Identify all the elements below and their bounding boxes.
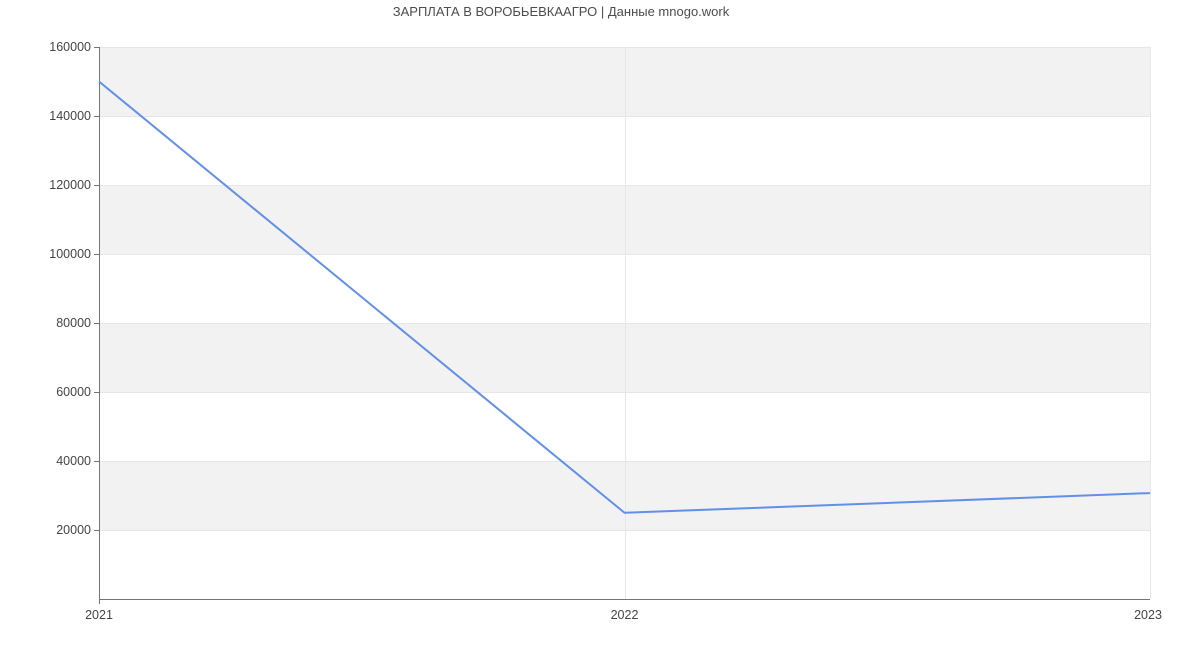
y-axis-label: 100000 xyxy=(49,247,91,261)
y-axis-label: 80000 xyxy=(56,316,91,330)
y-axis-label: 20000 xyxy=(56,523,91,537)
plot-band xyxy=(99,185,1150,254)
y-axis-label: 140000 xyxy=(49,109,91,123)
y-axis-label: 60000 xyxy=(56,385,91,399)
x-axis-label: 2023 xyxy=(1134,608,1162,622)
x-axis-label: 2021 xyxy=(85,608,113,622)
plot-band xyxy=(99,323,1150,392)
x-axis-label: 2022 xyxy=(611,608,639,622)
plot-band xyxy=(99,47,1150,116)
chart-title: ЗАРПЛАТА В ВОРОБЬЕВКААГРО | Данные mnogo… xyxy=(392,4,730,19)
y-axis-label: 120000 xyxy=(49,178,91,192)
y-axis-label: 40000 xyxy=(56,454,91,468)
salary-line xyxy=(98,80,1151,514)
plot-band xyxy=(99,461,1150,530)
y-axis-label: 160000 xyxy=(49,40,91,54)
